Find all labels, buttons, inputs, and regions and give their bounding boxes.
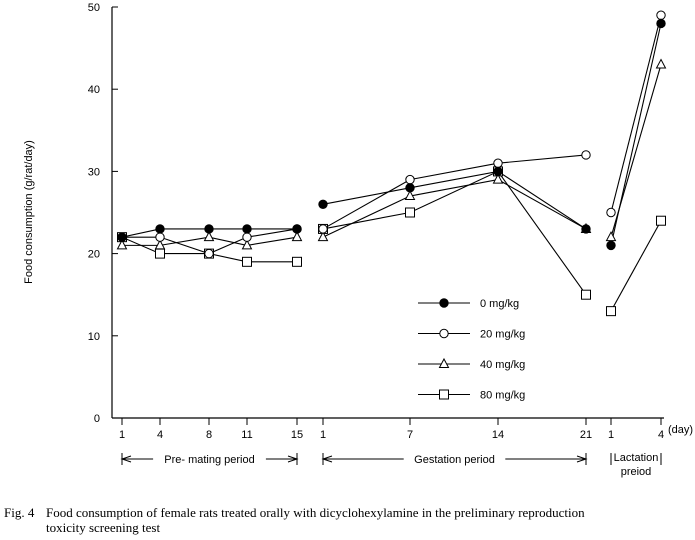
marker-open-circle xyxy=(606,207,616,218)
period-label: preiod xyxy=(621,466,652,478)
marker-filled-circle xyxy=(581,224,591,234)
x-tick-label: 4 xyxy=(658,429,664,441)
marker-open-triangle xyxy=(154,239,166,250)
x-axis-unit: (day) xyxy=(668,424,693,436)
marker-open-circle xyxy=(581,150,591,160)
x-tick-label: 1 xyxy=(320,429,326,441)
marker-filled-circle xyxy=(439,298,449,308)
caption-line-1: Food consumption of female rats treated … xyxy=(46,505,585,520)
x-tick-label: 15 xyxy=(291,429,303,441)
marker-open-square xyxy=(581,289,591,300)
marker-open-circle xyxy=(204,248,214,259)
x-tick-label: 1 xyxy=(119,429,125,441)
x-tick-label: 21 xyxy=(580,429,592,441)
marker-filled-circle xyxy=(155,224,165,234)
series-line xyxy=(322,154,587,230)
marker-open-square xyxy=(656,215,666,226)
marker-open-triangle xyxy=(291,231,303,242)
x-tick-label: 7 xyxy=(407,429,413,441)
marker-filled-circle xyxy=(405,183,415,193)
marker-open-triangle xyxy=(241,239,253,250)
legend-label: 80 mg/kg xyxy=(480,390,525,402)
x-tick-label: 14 xyxy=(492,429,504,441)
marker-filled-circle xyxy=(606,240,616,251)
y-axis-label: Food consumption (g/rat/day) xyxy=(23,140,35,284)
marker-open-square xyxy=(155,248,165,259)
marker-open-circle xyxy=(318,224,328,234)
legend: 0 mg/kg 20 mg/kg 40 mg/kg 80 mg/kg xyxy=(418,298,525,402)
marker-open-triangle xyxy=(605,231,617,242)
marker-open-triangle xyxy=(655,58,667,69)
marker-open-circle xyxy=(493,158,503,168)
series-line xyxy=(610,220,662,312)
period-label: Pre- mating period xyxy=(164,454,255,466)
arrowhead-right xyxy=(287,455,299,463)
marker-open-square xyxy=(405,207,415,218)
series-line xyxy=(322,170,587,230)
series-line xyxy=(322,170,587,296)
period-label: Lactation xyxy=(614,452,659,464)
series-line xyxy=(610,64,662,238)
marker-filled-circle xyxy=(318,199,328,209)
marker-open-circle xyxy=(405,174,415,185)
period-label: Gestation period xyxy=(414,454,495,466)
marker-open-square xyxy=(292,256,302,267)
marker-filled-circle xyxy=(117,232,127,242)
y-tick-label: 0 xyxy=(94,413,100,425)
x-tick-label: 11 xyxy=(241,429,252,441)
marker-open-circle xyxy=(242,232,252,242)
marker-open-triangle xyxy=(438,357,450,368)
marker-open-triangle xyxy=(317,231,329,242)
arrowhead-left xyxy=(321,455,333,463)
marker-open-triangle xyxy=(116,239,128,250)
legend-label: 20 mg/kg xyxy=(480,329,525,341)
marker-filled-circle xyxy=(204,224,214,234)
marker-open-circle xyxy=(656,10,666,20)
marker-open-triangle xyxy=(203,231,215,242)
series-line xyxy=(610,15,662,213)
legend-label: 0 mg/kg xyxy=(480,298,519,310)
marker-open-triangle xyxy=(404,189,416,201)
y-tick-label: 20 xyxy=(88,249,100,261)
caption-line-2: toxicity screening test xyxy=(46,520,161,535)
y-tick-label: 50 xyxy=(88,2,100,14)
marker-filled-circle xyxy=(242,224,252,234)
y-tick-label: 10 xyxy=(88,331,100,343)
marker-open-circle xyxy=(155,232,165,242)
marker-filled-circle xyxy=(493,166,503,177)
legend-label: 40 mg/kg xyxy=(480,359,525,371)
x-tick-label: 8 xyxy=(206,429,212,441)
y-tick-label: 40 xyxy=(88,84,100,96)
series-line xyxy=(322,179,587,238)
arrowhead-left xyxy=(120,455,132,463)
figure-caption: Fig. 4 Food consumption of female rats tr… xyxy=(4,505,694,535)
marker-filled-circle xyxy=(292,224,302,234)
marker-open-triangle xyxy=(492,173,504,184)
marker-open-circle xyxy=(439,328,449,339)
caption-label: Fig. 4 xyxy=(4,505,35,520)
y-tick-label: 30 xyxy=(88,166,100,178)
marker-open-square xyxy=(606,306,616,317)
x-tick-label: 1 xyxy=(608,429,614,441)
arrowhead-right xyxy=(576,455,588,463)
marker-filled-circle xyxy=(656,18,666,29)
marker-open-square xyxy=(439,389,449,400)
x-tick-label: 4 xyxy=(157,429,163,441)
marker-open-square xyxy=(242,256,252,267)
